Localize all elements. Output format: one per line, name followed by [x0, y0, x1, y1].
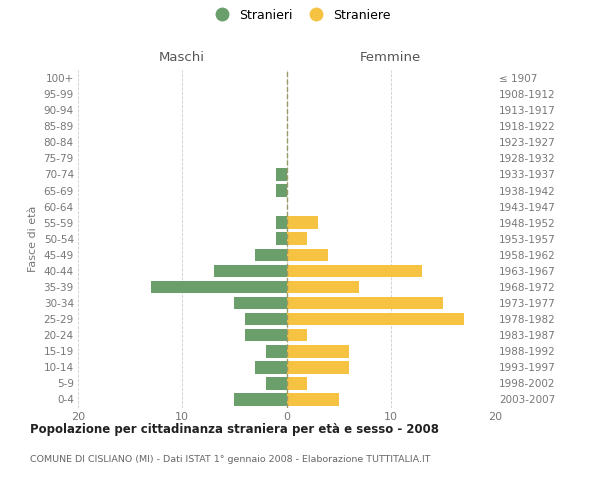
Bar [214, 264, 287, 277]
Bar [287, 248, 328, 261]
Bar [235, 393, 287, 406]
Bar [287, 393, 338, 406]
Bar [276, 184, 287, 197]
Bar [287, 297, 443, 310]
Bar [266, 377, 287, 390]
Bar [276, 216, 287, 229]
Bar [255, 248, 287, 261]
Bar [287, 216, 318, 229]
Bar [287, 264, 422, 277]
Bar [287, 345, 349, 358]
Text: Femmine: Femmine [360, 50, 421, 64]
Text: Popolazione per cittadinanza straniera per età e sesso - 2008: Popolazione per cittadinanza straniera p… [30, 422, 439, 436]
Bar [287, 313, 464, 326]
Bar [255, 361, 287, 374]
Bar [266, 345, 287, 358]
Bar [245, 329, 287, 342]
Text: COMUNE DI CISLIANO (MI) - Dati ISTAT 1° gennaio 2008 - Elaborazione TUTTITALIA.I: COMUNE DI CISLIANO (MI) - Dati ISTAT 1° … [30, 455, 431, 464]
Bar [276, 168, 287, 180]
Bar [287, 329, 307, 342]
Bar [276, 232, 287, 245]
Bar [245, 313, 287, 326]
Bar [287, 232, 307, 245]
Bar [287, 377, 307, 390]
Y-axis label: Fasce di età: Fasce di età [28, 206, 38, 272]
Legend: Stranieri, Straniere: Stranieri, Straniere [207, 6, 393, 24]
Text: Maschi: Maschi [159, 50, 205, 64]
Bar [151, 280, 287, 293]
Bar [235, 297, 287, 310]
Bar [287, 280, 359, 293]
Bar [287, 361, 349, 374]
